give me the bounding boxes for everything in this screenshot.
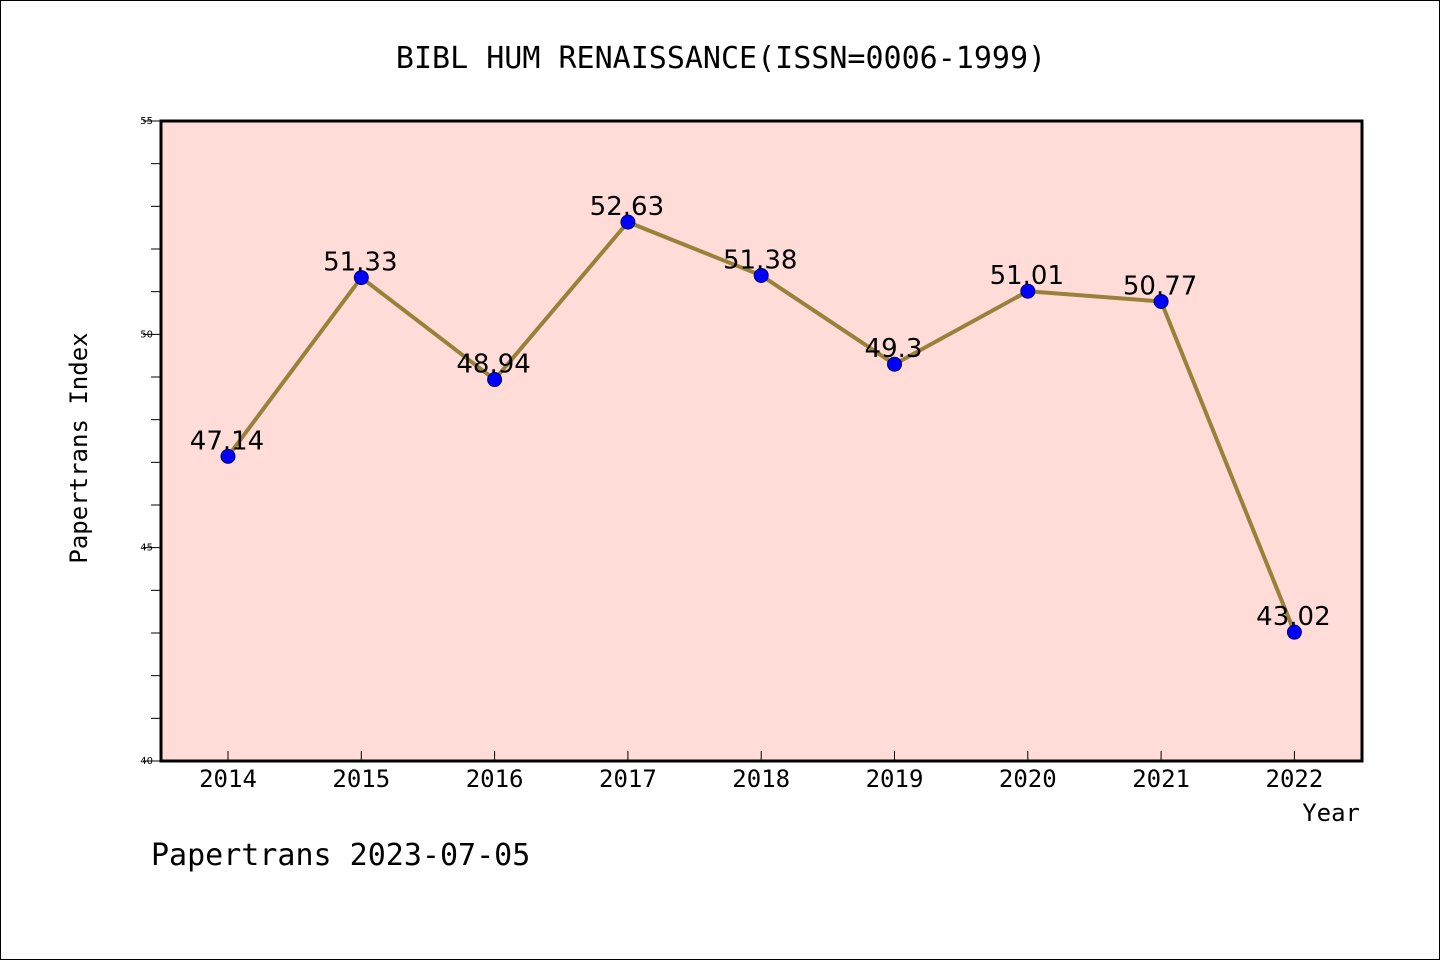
data-label-2015: 51.33	[323, 248, 397, 278]
data-point-2018	[753, 267, 769, 283]
data-point-2015	[353, 270, 369, 286]
data-point-2021	[1153, 293, 1169, 309]
y-axis-ticks: 40 45 50 55	[140, 116, 161, 767]
data-label-2017: 52.63	[590, 192, 664, 222]
data-label-2019: 49.3	[865, 334, 923, 364]
data-point-2017	[620, 214, 636, 230]
x-tick-label: 2014	[199, 765, 257, 793]
x-tick-label: 2015	[332, 765, 390, 793]
data-label-2018: 51.38	[723, 245, 797, 275]
x-tick-label: 2020	[999, 765, 1057, 793]
x-tick-label: 2017	[599, 765, 657, 793]
y-tick-label: 50	[140, 329, 153, 340]
data-label-2022: 43.02	[1256, 602, 1330, 632]
x-tick-label: 2022	[1266, 765, 1324, 793]
data-label-2020: 51.01	[990, 261, 1064, 291]
y-tick-label: 40	[140, 756, 153, 767]
data-point-2022	[1286, 624, 1302, 640]
series-line-group	[220, 214, 1302, 640]
x-tick-label: 2019	[866, 765, 924, 793]
data-label-2014: 47.14	[190, 426, 264, 456]
data-point-2019	[887, 356, 902, 372]
data-point-2016	[487, 372, 503, 388]
data-label-group: 47.14 51.33 48.94 52.63 51.38 49.3 51.01 50.77 4…	[190, 192, 1331, 632]
data-label-2021: 50.77	[1123, 271, 1197, 301]
x-tick-label: 2018	[732, 765, 790, 793]
y-tick-label: 45	[140, 543, 153, 554]
plot-area	[159, 119, 1364, 763]
x-tick-label: 2016	[466, 765, 524, 793]
x-axis-ticks: 2014 2015 2016 2017 2018 2019 2020 2021 2022	[199, 751, 1323, 793]
data-point-2020	[1020, 283, 1036, 299]
x-axis-label: Year	[1302, 799, 1360, 827]
y-axis-label: Papertrans Index	[65, 332, 93, 563]
y-tick-label: 55	[140, 116, 153, 127]
data-point-2014	[220, 448, 236, 464]
x-tick-label: 2021	[1132, 765, 1190, 793]
chart-footer: Papertrans 2023-07-05	[151, 838, 530, 873]
data-label-2016: 48.94	[456, 350, 530, 380]
chart-title: BIBL HUM RENAISSANCE(ISSN=0006-1999)	[396, 41, 1046, 76]
